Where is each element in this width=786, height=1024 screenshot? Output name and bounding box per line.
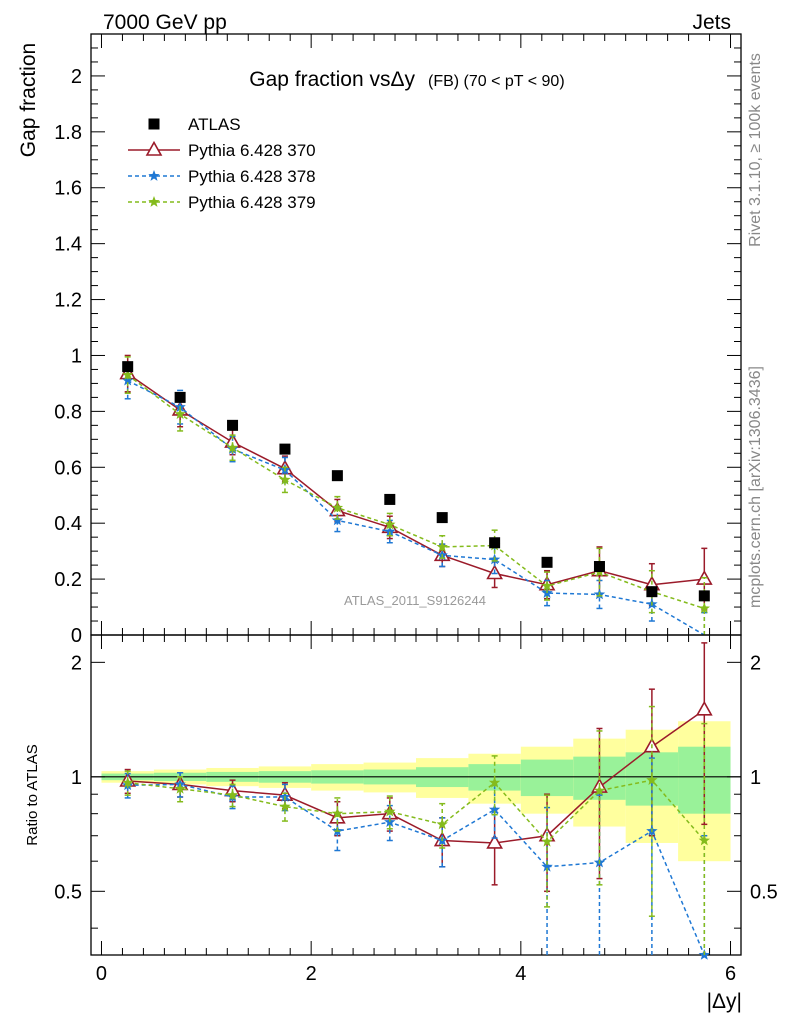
upper-atlas-point (698, 590, 710, 602)
lower-pythia-6-428-379-point (488, 776, 501, 788)
lower-pythia-6-428-379-point (331, 807, 344, 819)
upper-pythia-6-428-379-point (279, 473, 291, 485)
lower-pythia-6-428-379-point (226, 789, 239, 800)
upper-y-tick-label: 1 (71, 345, 82, 367)
upper-pythia-6-428-379-point (698, 602, 710, 614)
upper-atlas-point (646, 586, 658, 598)
legend-label: ATLAS (188, 115, 241, 134)
upper-pythia-6-428-378-point (384, 525, 396, 537)
upper-atlas-point (331, 470, 343, 482)
upper-y-tick-label: 2 (71, 66, 82, 88)
legend-label: Pythia 6.428 378 (188, 167, 316, 186)
rivet-version-text: Rivet 3.1.10, ≥ 100k events (747, 53, 764, 247)
lower-pythia-6-428-379-point (593, 784, 606, 796)
lower-pythia-6-428-379-point (122, 776, 134, 788)
upper-atlas-point (593, 561, 605, 573)
upper-pythia-6-428-378-point (122, 374, 134, 386)
lower-pythia-6-428-379-point (174, 782, 186, 794)
upper-panel: 0 0.2 0.4 0.6 0.8 1 1.2 1.4 1.6 1.8 2 (54, 33, 742, 647)
upper-y-tick-label: 1.6 (54, 178, 82, 200)
upper-atlas-point (227, 419, 239, 431)
lower-pythia-6-428-379-point (436, 818, 448, 830)
lower-pythia-6-428-378-point (541, 860, 553, 872)
upper-pythia-6-428-379-point (331, 501, 344, 513)
lower-pythia-6-428-379-point (279, 800, 291, 812)
upper-y-tick-label: 0.6 (54, 457, 82, 479)
lower-pythia-6-428-370-point (486, 833, 503, 849)
legend: ATLAS Pythia 6.428 370 Pythia 6.428 378 Pyt… (128, 115, 316, 212)
lower-pythia-6-428-379-line (127, 779, 705, 843)
header-right: Jets (692, 11, 731, 34)
upper-y-tick-label: 0.8 (54, 401, 82, 423)
lower-pythia-6-428-379-point (646, 774, 658, 785)
x-tick-label: 0 (96, 963, 107, 985)
analysis-watermark: ATLAS_2011_S9126244 (344, 593, 486, 608)
lower-pythia-6-428-379-point (384, 805, 396, 817)
x-axis-label: |Δy| (707, 990, 742, 1013)
legend-marker (145, 140, 163, 156)
chart-title: Gap fraction vsΔy (249, 68, 415, 91)
lower-y-tick-label: 2 (71, 652, 82, 674)
upper-pythia-6-428-379-point (226, 441, 239, 453)
upper-atlas-point (489, 537, 501, 549)
upper-atlas-point (122, 361, 134, 373)
upper-pythia-6-428-378-line (127, 379, 705, 636)
upper-pythia-6-428-379-point (541, 580, 553, 591)
legend-label: Pythia 6.428 370 (188, 141, 316, 160)
upper-pythia-6-428-379-point (384, 518, 396, 530)
legend-marker (148, 170, 160, 181)
upper-pythia-6-428-379-point (122, 369, 134, 380)
legend-marker (148, 196, 160, 207)
upper-pythia-6-428-379-line (127, 374, 705, 610)
lower-y-tick-label-right: 1 (750, 767, 761, 789)
upper-atlas-point (279, 443, 291, 455)
x-tick-label: 6 (725, 963, 736, 985)
upper-atlas-point (436, 512, 448, 524)
upper-pythia-6-428-379-point (174, 408, 186, 419)
lower-panel: 0 2 4 6 0.5 0.5 1 1 2 2 (54, 634, 778, 985)
mcplots-text: mcplots.cern.ch [arXiv:1306.3436] (747, 366, 764, 608)
legend-label: Pythia 6.428 379 (188, 193, 316, 212)
x-tick-label: 2 (306, 963, 317, 985)
upper-y-tick-label: 1.4 (54, 234, 82, 256)
x-tick-label: 4 (515, 963, 526, 985)
upper-y-tick-label: 1.8 (54, 122, 82, 144)
legend-marker (148, 118, 160, 130)
upper-atlas-point (384, 493, 396, 505)
lower-y-tick-label-right: 2 (750, 652, 761, 674)
upper-ylabel: Gap fraction (17, 43, 40, 157)
lower-pythia-6-428-378-point (488, 803, 501, 815)
lower-y-tick-label: 0.5 (54, 881, 82, 903)
upper-pythia-6-428-370-line (127, 373, 705, 586)
upper-y-tick-label: 0.2 (54, 569, 82, 591)
lower-pythia-6-428-378-line (127, 783, 705, 956)
lower-ylabel: Ratio to ATLAS (24, 744, 41, 845)
lower-pythia-6-428-370-point (695, 700, 713, 716)
chart-subtitle: (FB) (70 < pT < 90) (428, 73, 565, 90)
lower-y-tick-label-right: 0.5 (750, 881, 778, 903)
lower-pythia-6-428-379-point (698, 834, 710, 846)
upper-y-tick-label: 0.4 (54, 513, 82, 535)
band-inner (520, 759, 574, 797)
upper-pythia-6-428-379-point (436, 540, 448, 552)
lower-pythia-6-428-379-point (541, 835, 553, 847)
lower-pythia-6-428-370-line (127, 709, 705, 844)
upper-atlas-point (541, 556, 553, 568)
upper-y-tick-label: 1.2 (54, 290, 82, 312)
header-left: 7000 GeV pp (103, 11, 227, 34)
lower-y-tick-label: 1 (71, 767, 82, 789)
upper-pythia-6-428-378-point (331, 514, 344, 526)
upper-atlas-point (174, 391, 186, 403)
upper-y-tick-label: 0 (71, 625, 82, 647)
